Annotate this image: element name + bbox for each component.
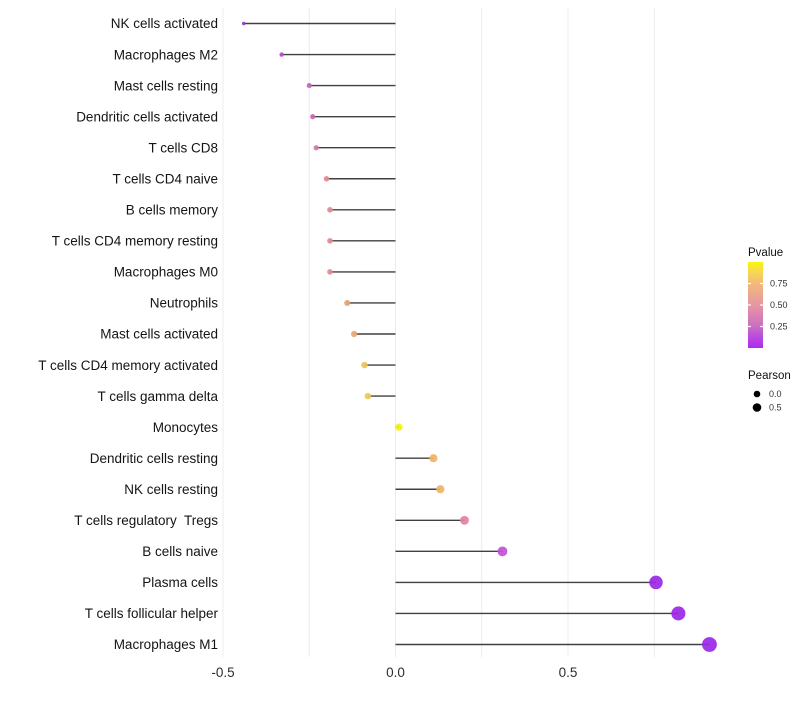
category-label: T cells CD4 memory resting <box>52 234 218 249</box>
category-label: T cells gamma delta <box>97 389 218 404</box>
lollipop-dot <box>436 485 445 494</box>
category-label: Macrophages M2 <box>114 47 218 62</box>
category-label: Plasma cells <box>142 575 218 590</box>
pvalue-colorbar <box>748 262 763 348</box>
pearson-legend-title: Pearson <box>748 370 791 382</box>
lollipop-dot <box>702 637 717 652</box>
lollipop-dot <box>351 330 358 338</box>
category-label: Mast cells resting <box>114 78 218 93</box>
lollipop-dot <box>327 269 333 275</box>
x-tick-label: -0.5 <box>211 665 234 680</box>
x-tick-label: 0.5 <box>559 665 578 680</box>
lollipop-dot <box>671 606 686 621</box>
category-label: B cells naive <box>142 544 218 559</box>
lollipop-dot <box>460 515 469 525</box>
category-label: Neutrophils <box>150 296 219 311</box>
category-label: Dendritic cells activated <box>76 109 218 124</box>
category-label: Mast cells activated <box>100 327 218 342</box>
category-label: Monocytes <box>153 420 219 435</box>
category-label: B cells memory <box>126 203 219 218</box>
category-label: T cells CD4 naive <box>112 171 218 186</box>
category-label: T cells follicular helper <box>85 606 219 621</box>
category-label: T cells CD4 memory activated <box>38 358 218 373</box>
lollipop-dot <box>279 52 284 57</box>
lollipop-dot <box>429 454 438 463</box>
category-label: Macrophages M1 <box>114 637 218 652</box>
lollipop-dot <box>364 392 372 400</box>
lollipop-dot <box>313 145 319 151</box>
pearson-size-label: 0.0 <box>769 389 782 399</box>
category-label: Dendritic cells resting <box>90 451 218 466</box>
lollipop-dot <box>310 114 316 120</box>
lollipop-dot <box>327 238 333 244</box>
pvalue-tick-label: 0.50 <box>770 300 788 310</box>
lollipop-dot <box>497 546 508 557</box>
lollipop-dot <box>361 361 368 369</box>
lollipop-dot <box>327 206 333 213</box>
x-tick-label: 0.0 <box>386 665 405 680</box>
pvalue-tick-label: 0.75 <box>770 279 788 289</box>
lollipop-dot <box>649 575 663 590</box>
pearson-size-label: 0.5 <box>769 403 782 413</box>
pearson-size-dot <box>753 390 761 398</box>
category-label: Macrophages M0 <box>114 265 218 280</box>
pearson-size-dot <box>752 403 762 412</box>
lollipop-dot <box>395 423 403 431</box>
category-label: NK cells resting <box>124 482 218 497</box>
lollipop-dot <box>344 299 351 306</box>
category-label: T cells CD8 <box>148 140 218 155</box>
category-label: T cells regulatory Tregs <box>74 513 218 528</box>
pvalue-tick-label: 0.25 <box>770 322 788 332</box>
lollipop-dot <box>323 175 330 182</box>
category-label: NK cells activated <box>111 16 218 31</box>
lollipop-dot <box>306 83 312 89</box>
lollipop-dot <box>241 21 246 26</box>
pvalue-legend-title: Pvalue <box>748 247 783 259</box>
